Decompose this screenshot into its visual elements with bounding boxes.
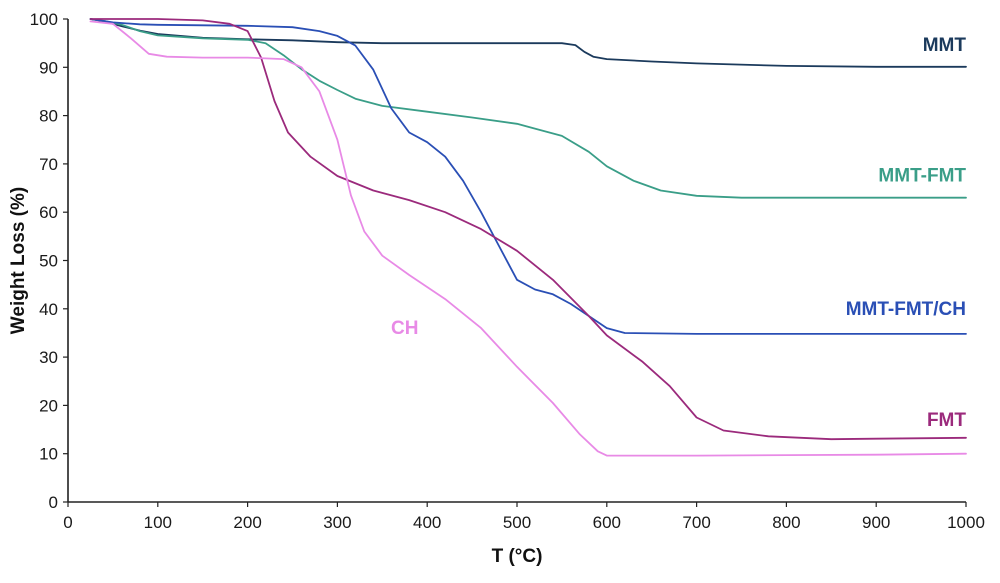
series-lines: [89, 18, 967, 457]
series-label-fmt: FMT: [927, 410, 966, 431]
x-tick-label: 1000: [947, 513, 985, 532]
x-tick-label: 900: [862, 513, 890, 532]
series-line-mmt: [89, 18, 967, 68]
x-axis-title: T (°C): [492, 546, 543, 567]
x-tick-label: 700: [682, 513, 710, 532]
x-tick-label: 400: [413, 513, 441, 532]
series-label-mmt-fmt-ch: MMT-FMT/CH: [846, 299, 966, 320]
series-line-mmt-fmt: [89, 18, 967, 199]
y-tick-label: 60: [39, 203, 58, 222]
y-tick-label: 40: [39, 300, 58, 319]
y-tick-label: 80: [39, 107, 58, 126]
x-tick-label: 800: [772, 513, 800, 532]
series-line-ch: [89, 20, 967, 457]
y-tick-label: 10: [39, 445, 58, 464]
y-tick-label: 20: [39, 396, 58, 415]
y-tick-label: 90: [39, 58, 58, 77]
y-axis-ticks: 0 10 20 30 40 50 60 70 80 90 100: [30, 10, 68, 512]
x-tick-label: 200: [233, 513, 261, 532]
x-axis-ticks: 0 100 200 300 400 500 600 700 800 900 1000: [63, 502, 985, 532]
x-tick-label: 100: [144, 513, 172, 532]
y-tick-label: 70: [39, 155, 58, 174]
y-tick-label: 50: [39, 252, 58, 271]
x-tick-label: 300: [323, 513, 351, 532]
series-label-ch: CH: [391, 318, 418, 339]
y-tick-label: 30: [39, 348, 58, 367]
x-tick-label: 0: [63, 513, 72, 532]
x-tick-label: 600: [593, 513, 621, 532]
y-tick-label: 100: [30, 10, 58, 29]
x-tick-label: 500: [503, 513, 531, 532]
series-labels: MMT MMT-FMT MMT-FMT/CH FMT CH: [391, 35, 966, 431]
series-label-mmt-fmt: MMT-FMT: [878, 166, 966, 187]
series-label-mmt: MMT: [923, 35, 967, 56]
y-axis-title: Weight Loss (%): [8, 187, 29, 334]
y-tick-label: 0: [49, 493, 58, 512]
series-line-fmt: [89, 18, 967, 441]
